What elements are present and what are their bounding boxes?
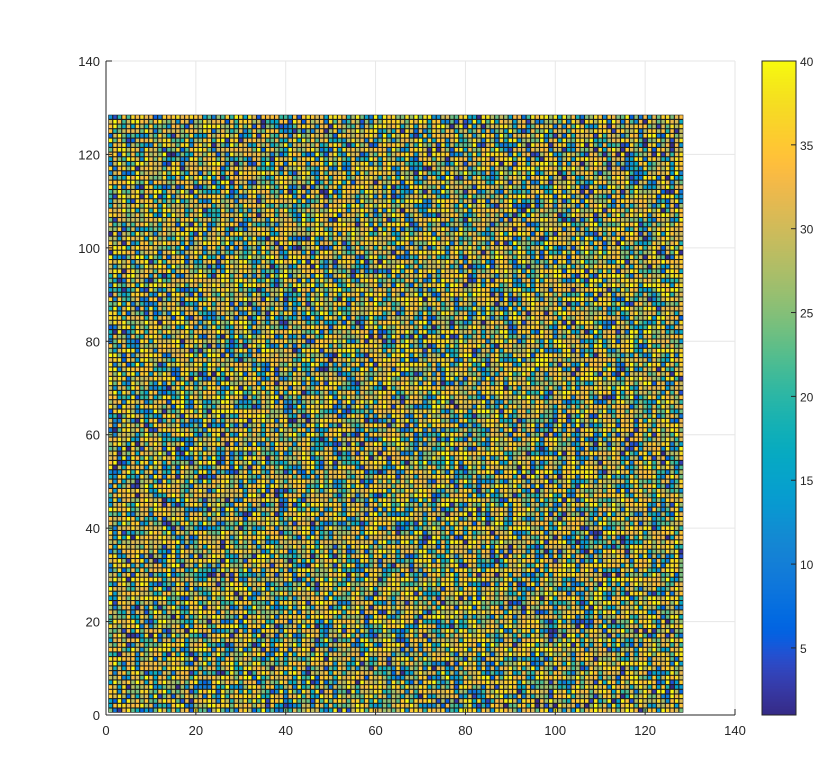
colorbar-tick-label: 25: [800, 307, 814, 321]
y-tick-label: 100: [78, 241, 100, 256]
colorbar-tick-label: 40: [800, 55, 814, 69]
y-tick-label: 140: [78, 54, 100, 69]
colorbar-tick-label: 5: [800, 642, 807, 656]
x-tick-label: 40: [278, 723, 292, 738]
y-tick-label: 120: [78, 147, 100, 162]
y-tick-label: 40: [86, 521, 100, 536]
y-tick-label: 80: [86, 334, 100, 349]
colorbar-tick-label: 35: [800, 139, 814, 153]
x-tick-label: 80: [458, 723, 472, 738]
y-tick-label: 20: [86, 615, 100, 630]
x-tick-label: 140: [724, 723, 746, 738]
colorbar-tick-label: 30: [800, 223, 814, 237]
x-tick-label: 60: [368, 723, 382, 738]
x-tick-label: 120: [634, 723, 656, 738]
x-tick-labels: 0 20 40 60 80 100 120 140: [102, 723, 745, 738]
y-tick-label: 0: [93, 708, 100, 723]
y-tick-label: 60: [86, 428, 100, 443]
colorbar-tick-label: 20: [800, 390, 814, 404]
x-tick-label: 100: [544, 723, 566, 738]
y-tick-labels: 0 20 40 60 80 100 120 140: [78, 54, 100, 723]
x-tick-label: 0: [102, 723, 109, 738]
x-tick-label: 20: [189, 723, 203, 738]
colorbar-tick-label: 10: [800, 558, 814, 572]
colorbar-frame: [761, 60, 797, 716]
colorbar-tick-label: 15: [800, 474, 814, 488]
